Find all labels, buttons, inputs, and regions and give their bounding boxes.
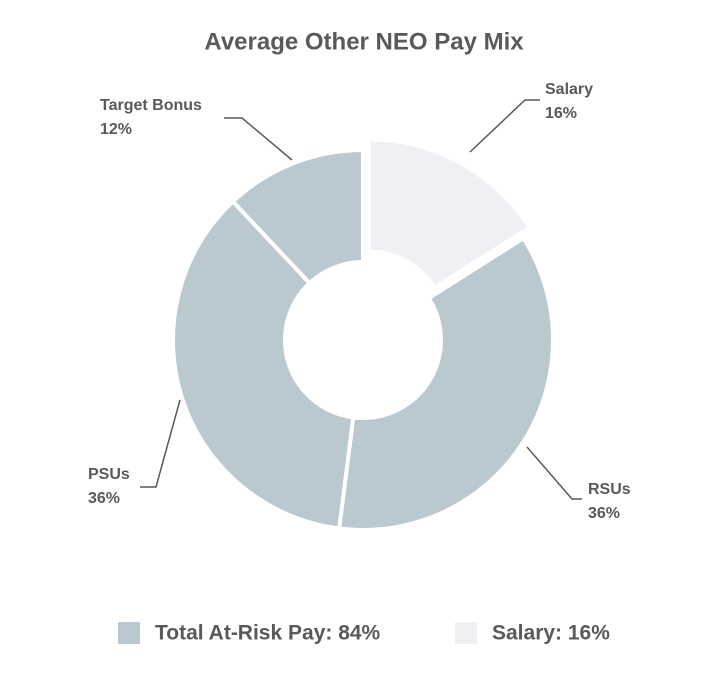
legend-label: Total At-Risk Pay: 84% (155, 622, 381, 645)
leader-line (469, 99, 540, 153)
slice-label: Target Bonus (100, 97, 202, 114)
legend-label: Salary: 16% (492, 622, 610, 645)
leader-line (526, 446, 582, 500)
slice-label: Salary (545, 81, 593, 98)
slice-label: RSUs (588, 481, 631, 498)
donut-slice (336, 235, 555, 532)
slice-value: 36% (588, 505, 620, 522)
leader-line (140, 399, 181, 488)
chart-title: Average Other NEO Pay Mix (204, 28, 524, 55)
donut-slice (366, 137, 532, 291)
legend-swatch (118, 622, 140, 644)
slice-value: 12% (100, 121, 132, 138)
slice-value: 36% (88, 490, 120, 507)
slice-label: PSUs (88, 466, 130, 483)
donut-slice (230, 147, 365, 286)
legend-swatch (455, 622, 477, 644)
leader-line (224, 117, 293, 161)
slice-value: 16% (545, 105, 577, 122)
